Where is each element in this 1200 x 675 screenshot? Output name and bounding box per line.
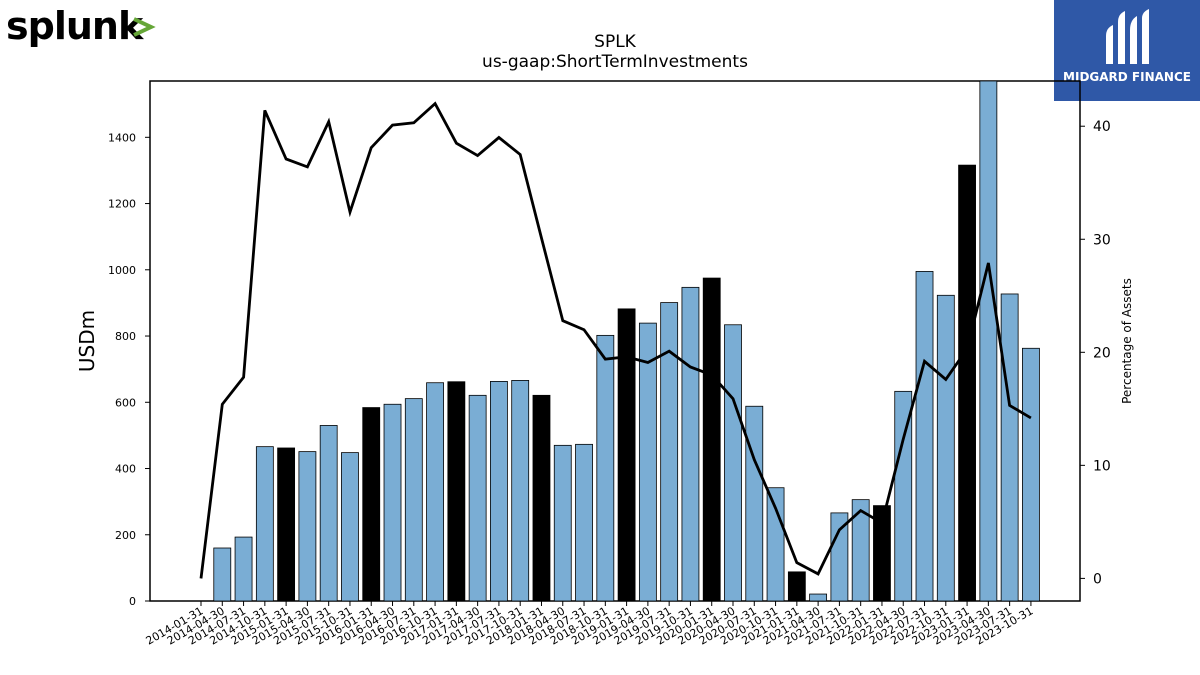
bar — [936, 294, 955, 602]
bar — [468, 394, 487, 602]
y2-tick-label: 0 — [1093, 571, 1102, 587]
splunk-logo: splunk — [6, 2, 156, 52]
bar — [575, 443, 593, 602]
y-tick-label: 600 — [115, 396, 136, 409]
chart-title: SPLK — [594, 32, 636, 52]
bar — [724, 324, 742, 602]
bar — [511, 380, 530, 602]
bar — [894, 390, 913, 602]
bar — [447, 381, 466, 602]
bar — [553, 444, 572, 602]
y-tick-label: 1000 — [108, 264, 136, 277]
plot-frame — [149, 80, 1081, 602]
bar — [809, 593, 828, 602]
x-axis: 2014-01-312014-04-302014-07-312014-10-31… — [144, 601, 1035, 648]
y2-tick-label: 30 — [1093, 232, 1111, 248]
bar — [787, 571, 806, 602]
y-tick-label: 1200 — [108, 198, 136, 211]
y-tick-label: 800 — [115, 330, 136, 343]
midgard-logo-text: MIDGARD FINANCE — [1063, 70, 1191, 84]
splunk-logo-text: splunk — [6, 4, 144, 48]
y-tick-label: 200 — [115, 529, 136, 542]
bar — [979, 80, 998, 602]
bar — [660, 302, 679, 602]
bar — [1022, 347, 1040, 602]
bar — [319, 425, 338, 602]
bar — [638, 322, 657, 602]
bar — [958, 164, 976, 602]
y-axis-label: USDm — [75, 310, 99, 372]
bar — [596, 334, 615, 602]
bar — [298, 451, 317, 602]
bar — [404, 398, 423, 602]
bar — [915, 271, 934, 602]
bar — [745, 405, 764, 602]
bar — [490, 381, 508, 602]
bar — [341, 452, 359, 602]
line-series — [199, 101, 1032, 579]
y2-tick-label: 20 — [1093, 345, 1111, 361]
y2-axis-label: Percentage of Assets — [1120, 278, 1134, 404]
bar — [532, 394, 551, 602]
y-tick-label: 0 — [129, 595, 136, 608]
bar — [383, 403, 402, 602]
y-axis-right: 0 10 20 30 40 — [1080, 119, 1111, 587]
midgard-emblem-icon — [1106, 9, 1149, 64]
splunk-chevron-icon — [133, 17, 156, 37]
bar — [617, 308, 636, 602]
bar — [255, 446, 274, 602]
bar-series — [213, 80, 1040, 602]
bar — [426, 382, 444, 602]
bar — [234, 536, 253, 602]
y2-tick-label: 10 — [1093, 458, 1111, 474]
bar — [702, 277, 721, 602]
bar — [213, 547, 232, 602]
midgard-finance-logo: MIDGARD FINANCE — [1054, 0, 1200, 101]
y-tick-label: 400 — [115, 463, 136, 476]
y2-tick-label: 40 — [1093, 119, 1111, 135]
y-axis-left: 0 200 400 600 800 1000 1200 1400 — [108, 131, 150, 608]
bar — [362, 407, 381, 602]
bar — [277, 447, 296, 602]
y-tick-label: 1400 — [108, 131, 136, 144]
bar — [1000, 293, 1019, 602]
bar — [766, 487, 785, 602]
bar — [681, 286, 700, 602]
percentage-line — [199, 101, 1032, 579]
chart-subtitle: us-gaap:ShortTermInvestments — [482, 52, 748, 72]
